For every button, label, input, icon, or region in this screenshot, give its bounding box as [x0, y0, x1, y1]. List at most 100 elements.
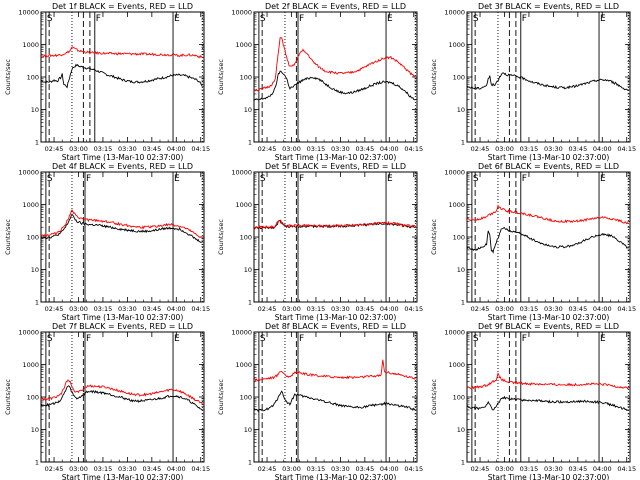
- y-tick-label: 10000: [18, 169, 39, 177]
- y-tick-label: 100: [27, 74, 39, 82]
- x-tick-label: 03:00: [282, 145, 301, 153]
- x-tick-label: 02:45: [471, 145, 490, 153]
- x-tick-label: 03:00: [69, 145, 88, 153]
- y-tick-label: 1: [35, 459, 39, 467]
- x-tick-label: 04:00: [167, 145, 186, 153]
- flare-marker-label: F: [86, 334, 91, 344]
- lld-series-line: [254, 37, 416, 92]
- x-tick-label: 04:15: [404, 305, 423, 313]
- x-tick-label: 03:45: [568, 305, 587, 313]
- plot-frame: [253, 171, 418, 303]
- end-marker-label: E: [600, 334, 606, 344]
- x-tick-label: 03:15: [520, 145, 539, 153]
- x-tick-label: 03:00: [282, 305, 301, 313]
- x-axis-label: Start Time (13-Mar-10 02:37:00): [62, 153, 184, 162]
- y-tick-label: 10: [457, 426, 465, 434]
- y-tick-label: 10: [457, 106, 465, 114]
- x-tick-label: 03:45: [142, 465, 161, 473]
- y-tick-label: 100: [453, 74, 465, 82]
- x-tick-label: 03:00: [282, 465, 301, 473]
- end-marker-label: E: [174, 334, 180, 344]
- plot-frame: [40, 11, 205, 143]
- lld-series-line: [41, 379, 203, 405]
- y-tick-label: 100: [453, 234, 465, 242]
- end-marker-label: E: [387, 14, 393, 24]
- end-marker-label: E: [600, 174, 606, 184]
- x-tick-label: 03:45: [142, 305, 161, 313]
- y-tick-label: 10: [457, 266, 465, 274]
- panel-title: Det 1f BLACK = Events, RED = LLD: [52, 2, 193, 11]
- x-tick-label: 02:45: [258, 305, 277, 313]
- x-tick-label: 04:00: [380, 145, 399, 153]
- plot-frame: [466, 11, 631, 143]
- y-tick-label: 10000: [444, 169, 465, 177]
- x-tick-label: 03:15: [307, 465, 326, 473]
- y-tick-label: 100: [453, 394, 465, 402]
- y-axis-label: Counts/sec: [4, 59, 12, 95]
- lld-series-line: [41, 209, 203, 238]
- y-tick-label: 1000: [235, 201, 252, 209]
- plot-frame: [253, 11, 418, 143]
- y-tick-label: 10: [31, 426, 39, 434]
- panel-title: Det 3f BLACK = Events, RED = LLD: [478, 2, 619, 11]
- x-tick-label: 03:30: [331, 305, 350, 313]
- x-tick-label: 03:45: [355, 145, 374, 153]
- x-tick-label: 02:45: [258, 145, 277, 153]
- flare-marker-label: F: [522, 14, 527, 24]
- x-tick-label: 03:30: [118, 145, 137, 153]
- detector-panel: Det 8f BLACK = Events, RED = LLD Start Ti…: [217, 322, 423, 480]
- x-axis-label: Start Time (13-Mar-10 02:37:00): [488, 313, 610, 322]
- y-tick-label: 100: [27, 394, 39, 402]
- flare-marker-label: F: [86, 174, 91, 184]
- y-tick-label: 10: [244, 266, 252, 274]
- y-tick-label: 1: [35, 299, 39, 307]
- panel-title: Det 2f BLACK = Events, RED = LLD: [265, 2, 406, 11]
- plot-frame: [466, 331, 631, 463]
- y-tick-label: 1: [461, 139, 465, 147]
- y-tick-label: 1000: [22, 201, 39, 209]
- x-axis-label: Start Time (13-Mar-10 02:37:00): [275, 153, 397, 162]
- events-series-line: [467, 395, 629, 412]
- y-tick-label: 1: [461, 459, 465, 467]
- detector-panel: Det 1f BLACK = Events, RED = LLD Start Ti…: [4, 2, 210, 162]
- flare-marker-label: F: [299, 174, 304, 184]
- end-marker-label: E: [174, 174, 180, 184]
- y-axis-label: Counts/sec: [217, 219, 225, 255]
- start-marker-label: S: [473, 174, 479, 184]
- flare-marker-label: F: [299, 334, 304, 344]
- y-tick-label: 1: [35, 139, 39, 147]
- y-axis-label: Counts/sec: [217, 59, 225, 95]
- x-tick-label: 04:00: [380, 465, 399, 473]
- x-tick-label: 02:45: [45, 145, 64, 153]
- lld-series-line: [254, 359, 416, 382]
- x-tick-label: 04:15: [191, 305, 210, 313]
- detector-panel: Det 9f BLACK = Events, RED = LLD Start Ti…: [430, 322, 636, 480]
- x-tick-label: 04:15: [404, 465, 423, 473]
- y-tick-label: 100: [240, 394, 252, 402]
- x-tick-label: 03:45: [355, 465, 374, 473]
- panel-title: Det 9f BLACK = Events, RED = LLD: [478, 322, 619, 331]
- start-marker-label: S: [47, 334, 53, 344]
- x-tick-label: 03:30: [331, 465, 350, 473]
- x-tick-label: 04:00: [593, 145, 612, 153]
- start-marker-label: S: [473, 14, 479, 24]
- x-tick-label: 04:15: [404, 145, 423, 153]
- detector-panel: Det 3f BLACK = Events, RED = LLD Start Ti…: [430, 2, 636, 162]
- lld-series-line: [254, 219, 416, 229]
- y-tick-label: 1000: [448, 201, 465, 209]
- flare-marker-label: F: [96, 14, 101, 24]
- flare-marker-label: F: [522, 334, 527, 344]
- x-axis-label: Start Time (13-Mar-10 02:37:00): [275, 313, 397, 322]
- x-tick-label: 04:00: [167, 465, 186, 473]
- x-tick-label: 04:00: [167, 305, 186, 313]
- y-tick-label: 1: [461, 299, 465, 307]
- y-tick-label: 10000: [444, 9, 465, 17]
- x-tick-label: 03:45: [142, 145, 161, 153]
- x-tick-label: 03:30: [544, 305, 563, 313]
- panel-title: Det 6f BLACK = Events, RED = LLD: [478, 162, 619, 171]
- start-marker-label: S: [260, 174, 266, 184]
- x-tick-label: 03:45: [568, 465, 587, 473]
- end-marker-label: E: [600, 14, 606, 24]
- y-tick-label: 1000: [22, 361, 39, 369]
- x-tick-label: 03:45: [355, 305, 374, 313]
